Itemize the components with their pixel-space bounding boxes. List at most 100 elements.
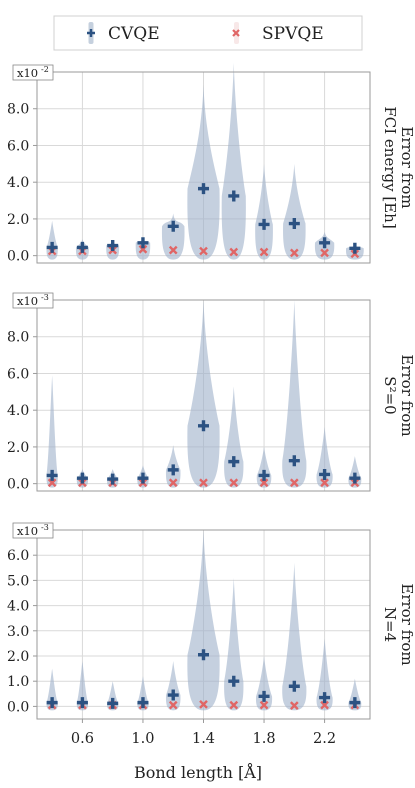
cvqe-point bbox=[349, 697, 361, 709]
y-tick-label: 1.0 bbox=[7, 674, 29, 690]
cvqe-point bbox=[46, 469, 58, 481]
y-tick-label: 2.0 bbox=[7, 212, 29, 228]
spvqe-point bbox=[168, 245, 178, 255]
y-multiplier-box bbox=[12, 522, 54, 539]
cvqe-violin bbox=[187, 84, 220, 260]
y-multiplier: x10 -3 bbox=[12, 522, 54, 539]
legend-box bbox=[53, 15, 363, 51]
legend-spvqe-marker bbox=[232, 22, 240, 44]
spvqe-point bbox=[47, 478, 57, 488]
y-multiplier-exponent: -3 bbox=[41, 523, 49, 532]
spvqe-point bbox=[289, 478, 299, 488]
cvqe-violin bbox=[316, 426, 333, 488]
cvqe-violin bbox=[76, 661, 89, 711]
cvqe-point bbox=[319, 692, 331, 704]
spvqe-point bbox=[289, 701, 299, 710]
y-multiplier-exponent: -3 bbox=[41, 293, 49, 302]
y-tick-label: 3.0 bbox=[7, 624, 29, 640]
cvqe-point bbox=[288, 218, 300, 230]
cvqe-violin bbox=[283, 163, 306, 260]
y-tick-label: 6.0 bbox=[7, 366, 29, 382]
spvqe-point bbox=[229, 700, 239, 710]
cvqe-point bbox=[167, 220, 179, 232]
legend-spvqe-label: SPVQE bbox=[262, 24, 324, 44]
cvqe-point bbox=[76, 472, 88, 484]
x-tick-label: 1.8 bbox=[253, 731, 276, 747]
spvqe-point bbox=[199, 246, 208, 256]
cvqe-violin bbox=[46, 375, 58, 488]
y-tick-label: 4.0 bbox=[7, 175, 29, 191]
spvqe-point bbox=[138, 244, 148, 254]
cvqe-point bbox=[167, 689, 179, 701]
cvqe-point bbox=[76, 241, 88, 253]
y-axis-label-line: FCI energy [Eh] bbox=[381, 106, 399, 228]
cvqe-point bbox=[107, 473, 119, 485]
y-tick-label: 6.0 bbox=[7, 548, 29, 564]
cvqe-point bbox=[319, 237, 331, 249]
y-tick-label: 8.0 bbox=[7, 102, 29, 118]
cvqe-violin bbox=[187, 300, 220, 488]
cvqe-point bbox=[46, 697, 58, 709]
legend-cvqe-label: CVQE bbox=[108, 24, 160, 44]
spvqe-point bbox=[199, 478, 208, 488]
cvqe-point bbox=[107, 697, 119, 709]
y-tick-label: 2.0 bbox=[7, 649, 29, 665]
cvqe-point bbox=[167, 464, 179, 476]
cvqe-point bbox=[137, 237, 149, 249]
cvqe-point bbox=[258, 218, 270, 230]
spvqe-point bbox=[289, 248, 299, 258]
y-tick-label: 4.0 bbox=[7, 599, 29, 615]
cvqe-point bbox=[137, 697, 149, 709]
cvqe-violin bbox=[316, 638, 333, 711]
cvqe-point bbox=[198, 420, 209, 432]
y-axis-label-line: Error from bbox=[398, 583, 415, 665]
legend-cvqe-marker bbox=[87, 22, 95, 44]
cvqe-violin bbox=[221, 62, 246, 260]
cvqe-violin bbox=[161, 213, 185, 260]
cvqe-point bbox=[107, 240, 119, 252]
plot-frame bbox=[36, 299, 371, 492]
cvqe-point bbox=[198, 183, 209, 195]
spvqe-point bbox=[168, 700, 178, 710]
y-tick-label: 6.0 bbox=[7, 138, 29, 154]
spvqe-point bbox=[320, 248, 329, 258]
y-multiplier-base: x10 bbox=[17, 66, 38, 80]
cvqe-point bbox=[319, 468, 331, 480]
y-tick-label: 8.0 bbox=[7, 330, 29, 346]
spvqe-point bbox=[199, 700, 208, 709]
x-tick-labels: 0.6 1.0 1.4 1.8 2.2 bbox=[71, 719, 336, 747]
cvqe-point bbox=[349, 472, 361, 484]
y-multiplier: x10 -3 bbox=[12, 292, 54, 309]
y-tick-label: 4.0 bbox=[7, 403, 29, 419]
cvqe-point bbox=[137, 472, 149, 484]
y-multiplier-base: x10 bbox=[17, 294, 38, 308]
x-axis-label: Bond length [Å] bbox=[134, 762, 262, 782]
spvqe-point bbox=[320, 700, 329, 710]
spvqe-point bbox=[259, 478, 269, 488]
y-multiplier-box bbox=[12, 64, 54, 81]
spvqe-point bbox=[350, 249, 360, 259]
x-tick-label: 1.0 bbox=[131, 731, 154, 747]
y-axis-label-line: S²=0 bbox=[381, 376, 399, 414]
cvqe-point bbox=[76, 697, 88, 709]
y-tick-label: 5.0 bbox=[7, 573, 29, 589]
y-multiplier-base: x10 bbox=[17, 524, 38, 538]
spvqe-point bbox=[259, 247, 269, 257]
cvqe-point bbox=[46, 241, 58, 253]
plot-frame bbox=[36, 71, 371, 264]
legend-spvqe-x bbox=[232, 29, 240, 37]
cvqe-point bbox=[288, 680, 300, 692]
y-tick-label: 2.0 bbox=[7, 440, 29, 456]
cvqe-violin bbox=[256, 446, 272, 488]
cvqe-violin bbox=[165, 661, 181, 711]
cvqe-violin bbox=[224, 577, 244, 711]
cvqe-point bbox=[258, 690, 270, 702]
legend: CVQE SPVQE bbox=[53, 15, 363, 51]
y-multiplier-exponent: -2 bbox=[41, 65, 49, 74]
y-multiplier: x10 -2 bbox=[12, 64, 54, 81]
y-multiplier-box bbox=[12, 292, 54, 309]
